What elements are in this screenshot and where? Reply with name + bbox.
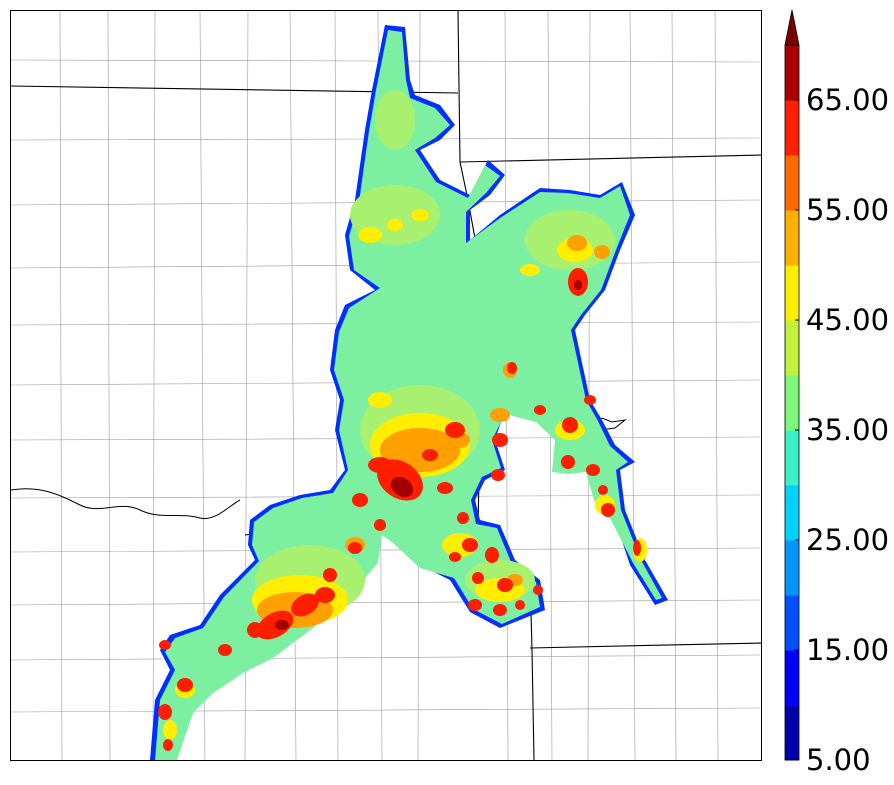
reflectivity-field [150, 25, 668, 760]
colorbar-band [785, 650, 799, 706]
colorbar-band [785, 430, 799, 486]
colorbar-band [785, 210, 799, 266]
colorbar-band [785, 155, 799, 211]
colorbar-tick-label: 5.00 [806, 743, 871, 777]
colorbar-band [785, 595, 799, 651]
colorbar-band [785, 375, 799, 431]
colorbar-band [785, 540, 799, 596]
colorbar-tick-label: 15.00 [806, 633, 890, 667]
colorbar-tick-label: 55.00 [806, 193, 890, 227]
colorbar-band [785, 705, 799, 761]
colorbar-tick-label: 35.00 [806, 413, 890, 447]
colorbar-band [785, 45, 799, 101]
map-frame [10, 10, 762, 761]
colorbar-band [785, 320, 799, 376]
colorbar-band [785, 100, 799, 156]
colorbar-tick-label: 25.00 [806, 523, 890, 557]
colorbar-extend-arrow [784, 9, 800, 46]
colorbar-band [785, 265, 799, 321]
colorbar-tick-label: 45.00 [806, 303, 890, 337]
colorbar-outline [784, 44, 800, 761]
colorbar-band [785, 485, 799, 541]
colorbar-tick-label: 65.00 [806, 83, 890, 117]
